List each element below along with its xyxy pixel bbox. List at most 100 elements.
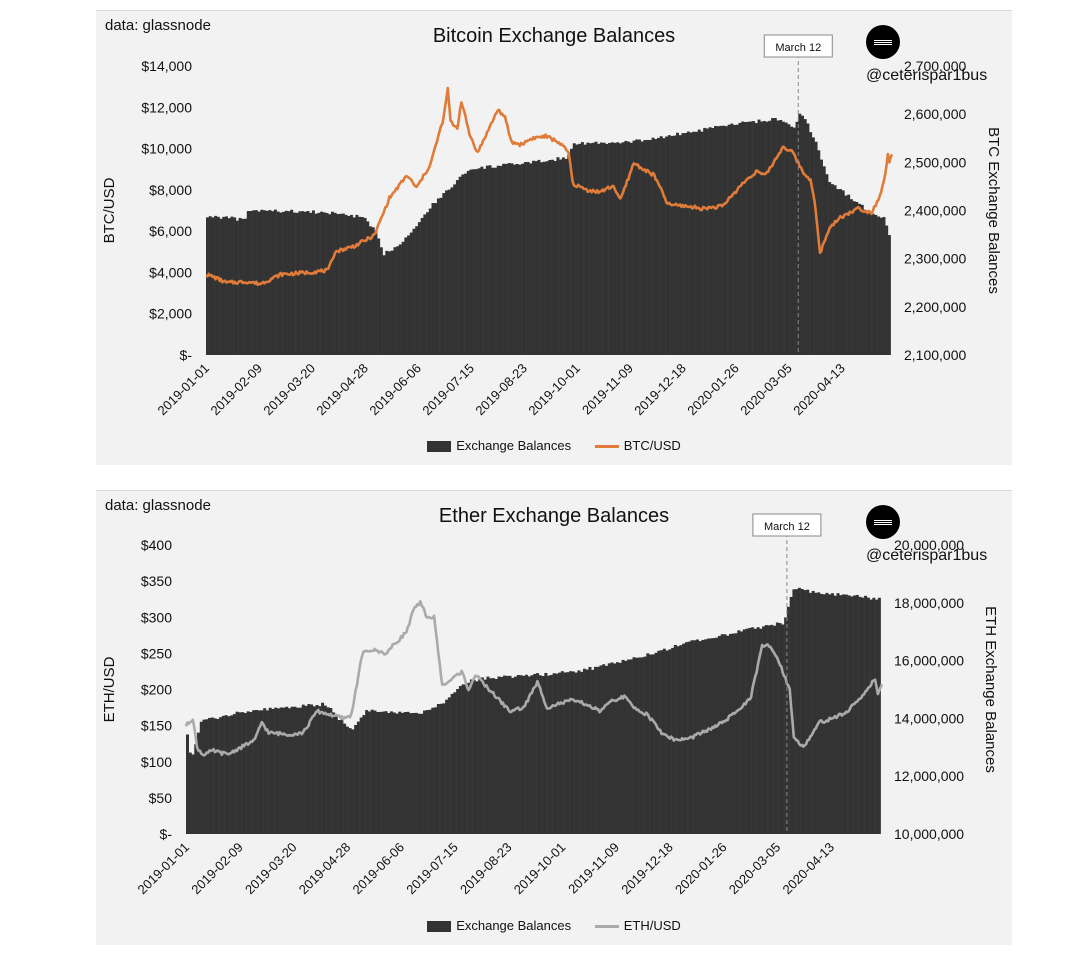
balance-bar bbox=[382, 255, 386, 355]
balance-bar bbox=[504, 163, 508, 355]
balance-bar bbox=[445, 699, 449, 834]
balance-bar bbox=[537, 159, 541, 355]
legend-swatch-bar bbox=[427, 921, 452, 933]
balance-bar bbox=[211, 217, 215, 355]
balance-bar bbox=[541, 675, 545, 834]
balance-bar bbox=[287, 708, 291, 834]
balance-bar bbox=[621, 659, 625, 834]
balance-bar bbox=[765, 121, 769, 356]
balance-bar bbox=[339, 213, 343, 355]
balance-bar bbox=[216, 216, 220, 355]
y-right-tick-label: 12,000,000 bbox=[894, 768, 964, 784]
legend-label-price: ETH/USD bbox=[623, 918, 681, 934]
balance-bar bbox=[420, 217, 424, 355]
balance-bar bbox=[398, 711, 402, 834]
balance-bar bbox=[719, 125, 723, 355]
balance-bar bbox=[412, 228, 416, 355]
balance-bar bbox=[578, 143, 582, 355]
balance-bar bbox=[792, 127, 796, 355]
btc-chart-svg: $- $2,000 $4,000 $6,000 $8,000 $10,000 $12,000… bbox=[101, 34, 1002, 419]
balance-bar bbox=[523, 162, 527, 355]
balance-bar bbox=[323, 705, 327, 834]
author-handle-text: @ceterispar1bus bbox=[866, 547, 988, 565]
y-left-tick-label: $10,000 bbox=[141, 141, 192, 157]
balance-bar bbox=[329, 708, 333, 834]
y-left-tick-label: $50 bbox=[149, 790, 173, 806]
balance-bar bbox=[505, 675, 509, 834]
balance-bar bbox=[762, 121, 766, 355]
balance-bar bbox=[681, 133, 685, 355]
balance-bar bbox=[795, 121, 799, 355]
balance-bar bbox=[616, 662, 620, 834]
balance-bar bbox=[743, 122, 747, 355]
balance-bar bbox=[643, 140, 647, 355]
balance-bar bbox=[542, 161, 546, 355]
balance-bar bbox=[526, 161, 530, 355]
x-tick-label: 2019-12-18 bbox=[631, 361, 689, 419]
balance-bar bbox=[230, 216, 234, 355]
chart-legend: Exchange Balances ETH/USD bbox=[96, 917, 1012, 933]
balance-bar bbox=[540, 162, 544, 355]
y-right-tick-label: 16,000,000 bbox=[894, 653, 964, 669]
balance-bar bbox=[225, 216, 228, 355]
balance-bar bbox=[232, 714, 236, 834]
x-tick-label: 2020-04-13 bbox=[779, 840, 837, 898]
balance-bar bbox=[521, 163, 525, 355]
balance-bar bbox=[436, 704, 440, 834]
balance-bar bbox=[678, 135, 682, 355]
balance-bar bbox=[646, 139, 650, 355]
balance-bar bbox=[724, 126, 728, 356]
balance-bar bbox=[825, 592, 829, 834]
balance-bar bbox=[629, 659, 633, 834]
balance-bar bbox=[282, 211, 286, 355]
balance-bar bbox=[733, 124, 737, 355]
balance-bar bbox=[551, 159, 555, 355]
balance-bar bbox=[771, 118, 775, 355]
balance-bar bbox=[580, 671, 584, 834]
balance-bar bbox=[343, 723, 347, 834]
balance-bar bbox=[431, 707, 435, 834]
balance-bar bbox=[374, 231, 378, 355]
balance-bar bbox=[564, 158, 568, 355]
balance-bar bbox=[453, 692, 457, 834]
balance-bar bbox=[469, 679, 473, 834]
balance-bar bbox=[450, 693, 454, 834]
balance-bar bbox=[426, 212, 430, 355]
balance-bar bbox=[738, 122, 742, 356]
exchange-balance-bars bbox=[186, 587, 881, 834]
balance-bar bbox=[877, 597, 881, 834]
balance-bar bbox=[847, 595, 851, 834]
balance-bar bbox=[469, 169, 473, 355]
balance-bar bbox=[434, 203, 438, 355]
balance-bar bbox=[775, 622, 779, 834]
balance-bar bbox=[377, 238, 381, 355]
balance-bar bbox=[704, 639, 708, 834]
balance-bar bbox=[464, 684, 468, 834]
balance-bar bbox=[314, 213, 318, 355]
balance-bar bbox=[852, 201, 856, 355]
y-left-tick-label: $100 bbox=[141, 754, 172, 770]
balance-bar bbox=[855, 594, 859, 834]
balance-bar bbox=[817, 592, 821, 834]
balance-bar bbox=[577, 670, 581, 834]
balance-bar bbox=[341, 213, 345, 355]
price-line bbox=[184, 599, 884, 757]
balance-bar bbox=[268, 707, 272, 834]
balance-bar bbox=[515, 163, 519, 355]
x-tick-label: 2020-03-05 bbox=[737, 361, 795, 419]
balance-bar bbox=[596, 666, 600, 834]
data-source-label: data: glassnode bbox=[105, 17, 211, 34]
balance-bar bbox=[735, 124, 739, 355]
balance-bar bbox=[378, 711, 382, 834]
balance-bar bbox=[345, 726, 349, 834]
balance-bar bbox=[318, 706, 322, 834]
balance-bar bbox=[610, 142, 614, 355]
balance-bar bbox=[767, 625, 771, 834]
balance-bar bbox=[746, 121, 750, 355]
balance-bar bbox=[384, 711, 388, 834]
balance-bar bbox=[213, 718, 217, 834]
balance-bar bbox=[762, 626, 766, 834]
balance-bar bbox=[828, 182, 832, 355]
balance-bar bbox=[306, 210, 310, 355]
balance-bar bbox=[233, 217, 237, 355]
